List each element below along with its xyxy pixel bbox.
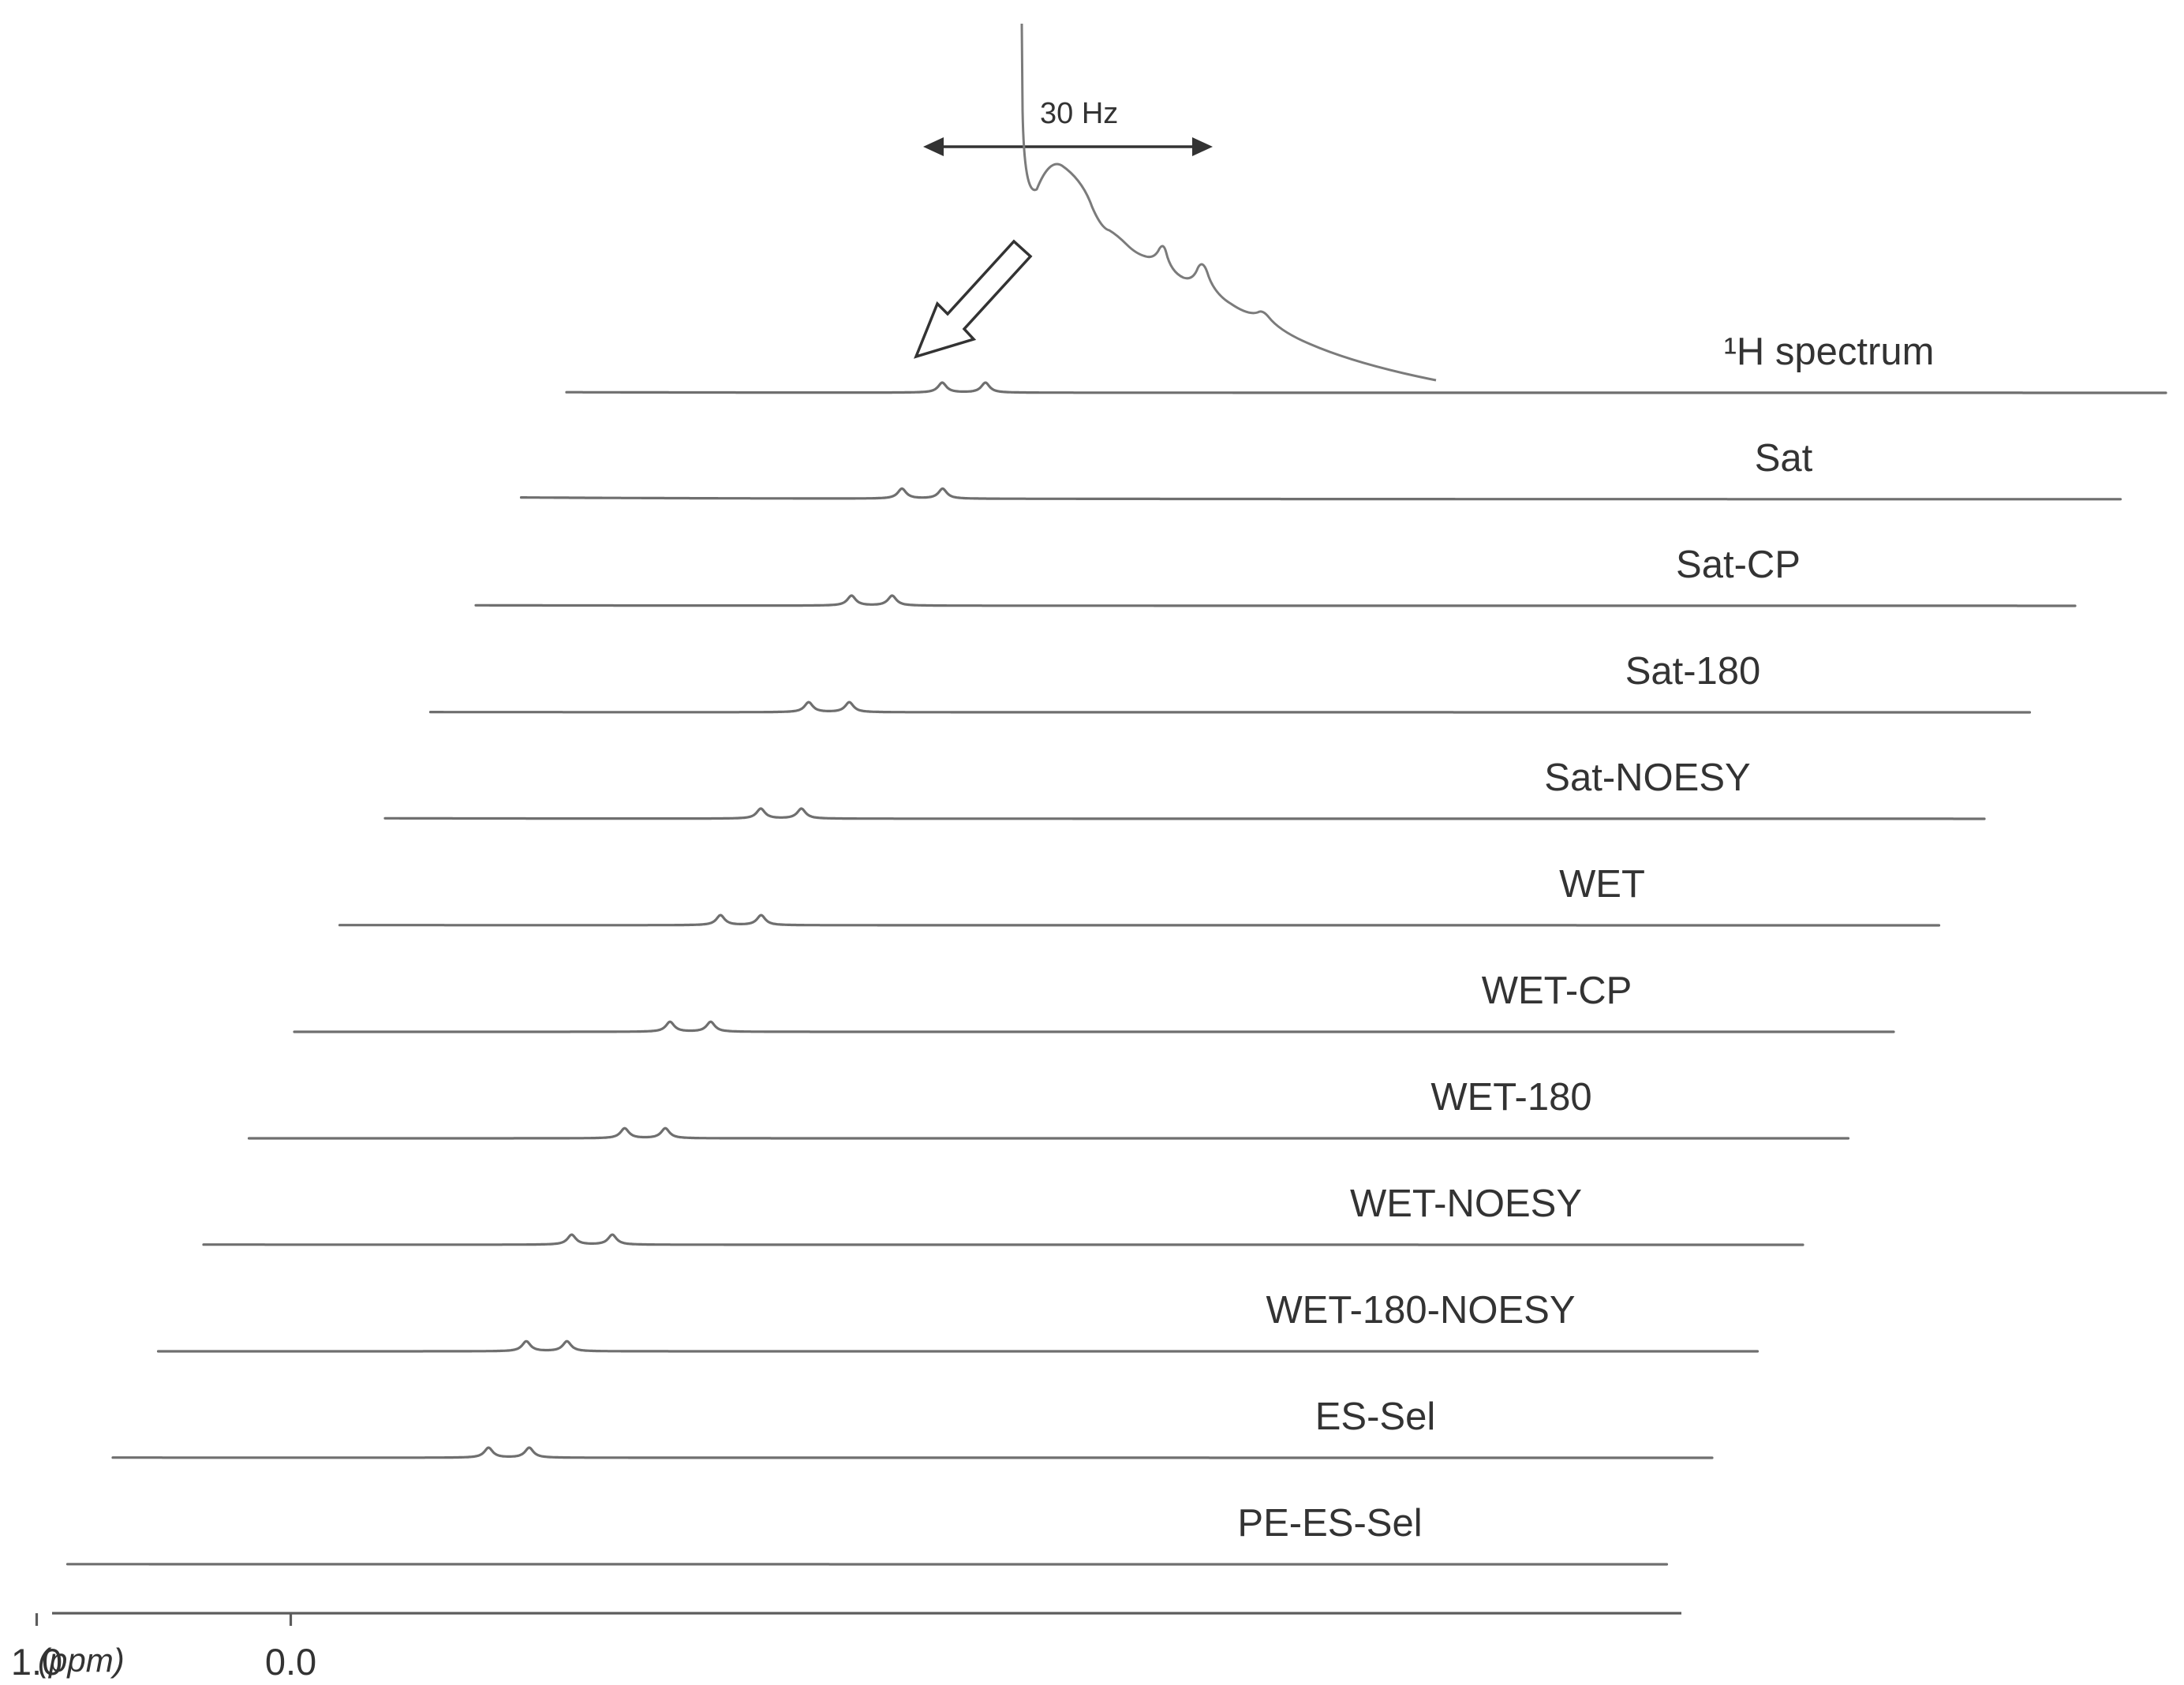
spectrum-label-12: PE-ES-Sel xyxy=(1237,1502,1422,1545)
spectrum-trace-9 xyxy=(202,1233,1804,1246)
x-tick-label: 1.0 xyxy=(11,1641,62,1683)
x-tick-label: 0.0 xyxy=(265,1641,316,1683)
spectrum-label-5: Sat-NOESY xyxy=(1544,757,1750,799)
spectrum-label-10: WET-180-NOESY xyxy=(1266,1289,1575,1332)
spectrum-trace-3 xyxy=(474,594,2077,607)
spectrum-trace-5 xyxy=(383,807,1986,820)
spectra-labels: ¹H spectrum Sat Sat-CP Sat-180 Sat-NOESY WET W… xyxy=(1237,331,1934,1545)
spectrum-label-9: WET-NOESY xyxy=(1350,1182,1582,1225)
zoom-inset: 30 Hz xyxy=(914,23,1437,382)
spectra-traces xyxy=(65,381,2167,1566)
spectrum-trace-2 xyxy=(519,487,2122,501)
spectrum-label-8: WET-180 xyxy=(1430,1076,1591,1119)
spectrum-trace-7 xyxy=(293,1020,1895,1033)
spectrum-trace-4 xyxy=(428,701,2032,714)
spectrum-label-3: Sat-CP xyxy=(1676,544,1801,586)
spectrum-label-11: ES-Sel xyxy=(1315,1395,1436,1438)
spectrum-label-1: ¹H spectrum xyxy=(1724,331,1935,373)
spectrum-label-6: WET xyxy=(1559,863,1645,906)
hollow-down-left-arrow xyxy=(914,239,1033,359)
x-axis-unit-label: (ppm) xyxy=(38,1642,125,1679)
zoom-inset-trace xyxy=(1020,23,1437,382)
thirty-hz-arrow-head-left xyxy=(923,137,944,156)
spectrum-trace-8 xyxy=(247,1126,1850,1140)
x-axis-ticks: 5.04.03.02.01.00.0 xyxy=(11,1613,316,1683)
spectrum-label-7: WET-CP xyxy=(1482,970,1632,1012)
thirty-hz-arrow-head-right xyxy=(1192,137,1213,156)
spectrum-trace-11 xyxy=(111,1446,1714,1459)
spectrum-label-2: Sat xyxy=(1755,437,1813,480)
spectrum-trace-6 xyxy=(338,913,1941,927)
spectrum-label-4: Sat-180 xyxy=(1625,650,1761,693)
spectrum-trace-10 xyxy=(156,1339,1760,1353)
x-axis: 5.04.03.02.01.00.0 (ppm) xyxy=(11,1612,1681,1683)
thirty-hz-label: 30 Hz xyxy=(1040,97,1118,130)
spectrum-trace-1 xyxy=(565,381,2167,394)
